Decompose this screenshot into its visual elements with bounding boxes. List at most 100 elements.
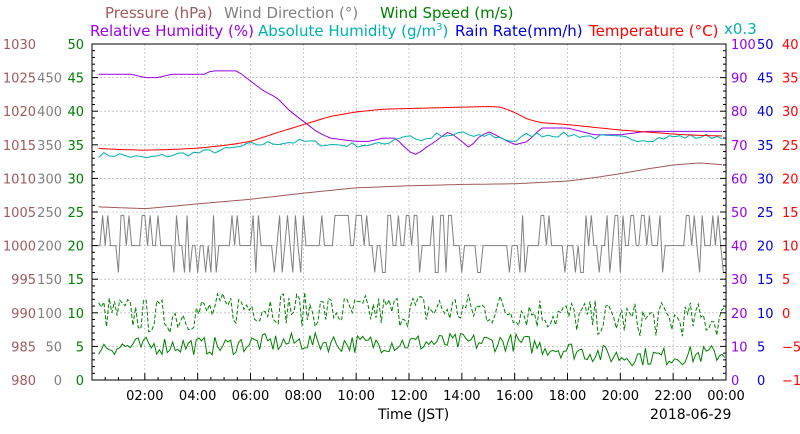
series-line-2 xyxy=(98,106,723,151)
y-tick-temperature: 20 xyxy=(782,172,799,187)
x-tick-label: 02:00 xyxy=(126,389,163,404)
y-tick-pressure: 990 xyxy=(11,307,36,322)
x-tick-label: 04:00 xyxy=(179,389,216,404)
y-tick-humidity: 20 xyxy=(731,307,748,322)
y-tick-rain: 45 xyxy=(757,72,774,87)
series-line-4 xyxy=(94,214,724,273)
y-tick-temperature: 5 xyxy=(782,273,790,288)
y-tick-humidity: 80 xyxy=(731,105,748,120)
y-tick-wind-direction: 100 xyxy=(37,307,62,322)
y-tick-rain: 50 xyxy=(757,38,774,53)
y-tick-rain: 25 xyxy=(757,206,774,221)
y-tick-wind-speed: 30 xyxy=(67,172,84,187)
y-tick-wind-speed: 40 xyxy=(67,105,84,120)
y-tick-wind-direction: 400 xyxy=(37,105,62,120)
y-tick-temperature: 15 xyxy=(782,206,799,221)
y-tick-wind-speed: 45 xyxy=(67,72,84,87)
y-tick-rain: 0 xyxy=(757,374,765,389)
y-tick-temperature: 35 xyxy=(782,72,799,87)
y-tick-pressure: 995 xyxy=(11,273,36,288)
y-tick-wind-speed: 10 xyxy=(67,307,84,322)
x-tick-label: 22:00 xyxy=(654,389,691,404)
y-tick-humidity: 0 xyxy=(731,374,739,389)
y-tick-wind-speed: 15 xyxy=(67,273,84,288)
y-tick-pressure: 1030 xyxy=(3,38,36,53)
x-tick-label: 16:00 xyxy=(496,389,533,404)
legend-wind-speed: Wind Speed (m/s) xyxy=(380,4,513,22)
legend-temperature: Temperature (°C) xyxy=(588,22,718,40)
y-tick-rain: 30 xyxy=(757,172,774,187)
y-tick-rain: 10 xyxy=(757,307,774,322)
y-tick-temperature: 40 xyxy=(782,38,799,53)
y-tick-temperature: 30 xyxy=(782,105,799,120)
x-tick-label: 18:00 xyxy=(549,389,586,404)
y-tick-temperature: 0 xyxy=(782,307,790,322)
chart-series xyxy=(94,70,726,367)
y-tick-pressure: 1015 xyxy=(3,139,36,154)
y-tick-wind-direction: 250 xyxy=(37,206,62,221)
chart-footer: Time (JST) 2018-06-29 xyxy=(377,407,731,423)
x-tick-label: 20:00 xyxy=(602,389,639,404)
x-tick-label: 14:00 xyxy=(443,389,480,404)
legend-absolute-humidity: Absolute Humidity (g/m3) xyxy=(258,22,448,40)
x-tick-label: 06:00 xyxy=(232,389,269,404)
series-line-0 xyxy=(98,70,722,155)
x-tick-label: 12:00 xyxy=(390,389,427,404)
y-tick-pressure: 980 xyxy=(11,374,36,389)
chart-axes: 02:00 04:00 06:00 08:00 10:00 12:00 14:00 16:00… xyxy=(3,38,800,404)
y-tick-wind-direction: 150 xyxy=(37,273,62,288)
x-axis-label: Time (JST) xyxy=(377,407,449,423)
y-tick-wind-direction: 200 xyxy=(37,240,62,255)
series-line-5 xyxy=(98,291,726,337)
y-tick-pressure: 1020 xyxy=(3,105,36,120)
y-tick-wind-direction: 300 xyxy=(37,172,62,187)
y-tick-temperature: 25 xyxy=(782,139,799,154)
y-tick-humidity: 60 xyxy=(731,172,748,187)
y-tick-humidity: 40 xyxy=(731,240,748,255)
legend-absolute-humidity-tail: ) xyxy=(443,22,449,40)
y-tick-temperature: −5 xyxy=(782,340,800,355)
legend-absolute-humidity-label: Absolute Humidity (g/m xyxy=(258,22,436,40)
chart-grid xyxy=(92,44,726,380)
y-tick-wind-direction: 0 xyxy=(54,374,62,389)
y-tick-rain: 5 xyxy=(757,340,765,355)
x-tick-label: 10:00 xyxy=(337,389,374,404)
legend-wind-direction: Wind Direction (°) xyxy=(224,4,358,22)
chart-header: Pressure (hPa) Wind Direction (°) Wind S… xyxy=(90,4,757,40)
legend-pressure: Pressure (hPa) xyxy=(105,4,213,22)
y-tick-wind-speed: 20 xyxy=(67,240,84,255)
y-tick-wind-speed: 35 xyxy=(67,139,84,154)
y-tick-wind-speed: 0 xyxy=(76,374,84,389)
x-tick-label: 00:00 xyxy=(707,389,744,404)
y-tick-humidity: 30 xyxy=(731,273,748,288)
legend-absolute-humidity-sup: 3 xyxy=(436,22,442,33)
y-tick-wind-direction: 50 xyxy=(45,340,62,355)
legend-rain-rate: Rain Rate(mm/h) xyxy=(455,22,583,40)
y-tick-pressure: 1025 xyxy=(3,72,36,87)
y-tick-humidity: 90 xyxy=(731,72,748,87)
y-tick-humidity: 50 xyxy=(731,206,748,221)
y-tick-wind-direction: 450 xyxy=(37,72,62,87)
y-tick-rain: 15 xyxy=(757,273,774,288)
y-tick-pressure: 1010 xyxy=(3,172,36,187)
x-tick-label: 08:00 xyxy=(285,389,322,404)
series-line-1 xyxy=(98,131,723,159)
ah-scale-note: x0.3 xyxy=(724,20,757,38)
y-tick-humidity: 10 xyxy=(731,340,748,355)
series-line-3 xyxy=(98,162,723,209)
y-tick-humidity: 100 xyxy=(731,38,756,53)
y-tick-pressure: 1005 xyxy=(3,206,36,221)
y-tick-pressure: 985 xyxy=(11,340,36,355)
y-tick-temperature: 10 xyxy=(782,240,799,255)
y-tick-rain: 20 xyxy=(757,240,774,255)
date-label: 2018-06-29 xyxy=(650,407,731,423)
series-line-6 xyxy=(98,330,726,367)
y-tick-wind-speed: 25 xyxy=(67,206,84,221)
y-tick-rain: 35 xyxy=(757,139,774,154)
y-tick-rain: 40 xyxy=(757,105,774,120)
y-tick-wind-speed: 50 xyxy=(67,38,84,53)
legend-relative-humidity: Relative Humidity (%) xyxy=(90,22,254,40)
y-tick-temperature: −10 xyxy=(782,374,800,389)
y-tick-wind-speed: 5 xyxy=(76,340,84,355)
